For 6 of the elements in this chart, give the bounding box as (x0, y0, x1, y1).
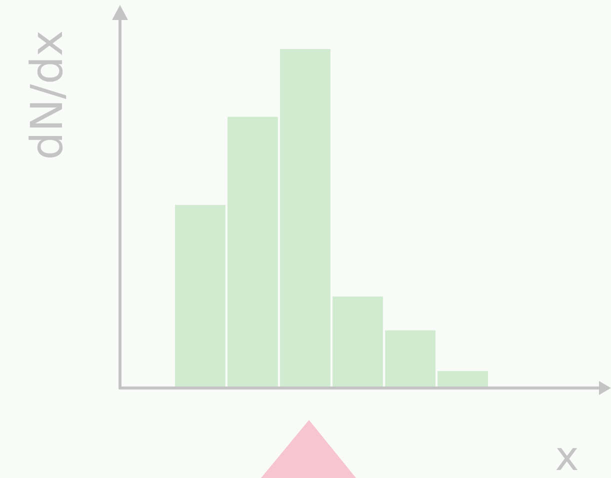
bar (175, 204, 226, 388)
bar (438, 371, 488, 388)
bar (332, 296, 383, 388)
bar (228, 116, 278, 388)
bar (385, 330, 436, 388)
bar (280, 49, 330, 388)
